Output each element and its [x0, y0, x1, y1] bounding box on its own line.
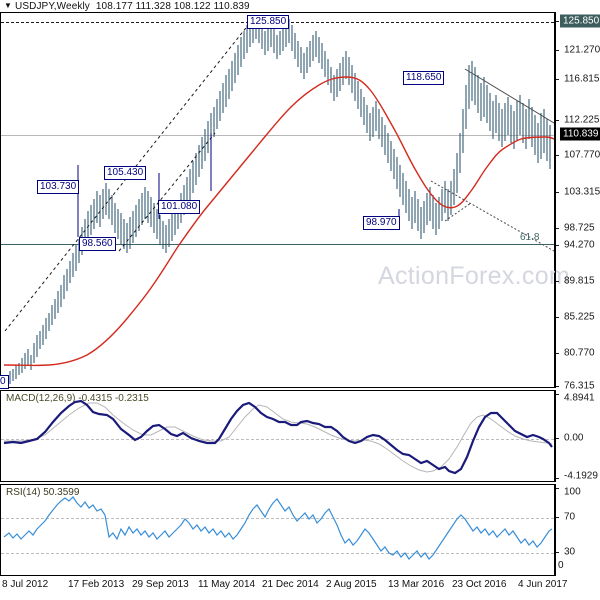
date-label-0: 8 Jul 2012	[2, 579, 49, 590]
price-axis-label-2: 116.815	[564, 73, 600, 85]
price-tag-105430[interactable]: 105.430	[104, 166, 147, 180]
price-tag-edge[interactable]: 0	[0, 375, 9, 389]
macd-panel[interactable]: MACD(12,26,9) -0.4315 -0.2315	[0, 390, 555, 482]
macd-signal-line	[4, 402, 553, 473]
price-axis-label-9: 89.815	[564, 275, 595, 287]
gridline-current-price	[1, 135, 554, 136]
rsi-band-70	[1, 518, 554, 519]
price-axis-label-1: 121.270	[564, 44, 600, 56]
price-series-layer	[3, 15, 555, 385]
rsi-axis-label-1: 70	[564, 511, 576, 523]
price-axis-label-11: 80.770	[564, 347, 595, 359]
macd-axis-label-0: 4.8941	[564, 392, 595, 404]
date-label-1: 17 Feb 2013	[68, 579, 125, 590]
price-tag-103730[interactable]: 103.730	[37, 180, 80, 194]
price-axis-label-8: 94.270	[564, 239, 595, 251]
price-chart-panel[interactable]: 125.850 118.650 105.430 103.730 101.080 …	[0, 12, 555, 389]
macd-axis-label-1: 0.00	[564, 432, 584, 444]
rsi-axis-label-0: 100	[564, 486, 581, 498]
symbol-timeframe-label: USDJPY,Weekly	[15, 1, 90, 12]
rsi-line	[3, 496, 553, 560]
rsi-band-30	[1, 553, 554, 554]
price-axis-label-3: 112.225	[564, 114, 600, 126]
macd-main-line	[3, 399, 553, 475]
date-label-8: 4 Jun 2017	[518, 579, 568, 590]
ohlc-values-label: 108.177 111.328 108.122 110.839	[95, 1, 250, 12]
price-axis-label-10: 85.225	[564, 311, 595, 323]
date-label-6: 13 Mar 2016	[388, 579, 445, 590]
price-tag-98970[interactable]: 98.970	[363, 216, 400, 230]
price-tag-118650[interactable]: 118.650	[403, 71, 445, 85]
price-axis-label-0: 125.850	[560, 14, 600, 28]
fib-line-618	[1, 244, 554, 245]
price-axis-label-7: 98.725	[564, 222, 595, 234]
macd-caption: MACD(12,26,9) -0.4315 -0.2315	[6, 393, 149, 404]
price-tag-101080[interactable]: 101.080	[158, 200, 201, 214]
macd-series-layer	[3, 399, 553, 475]
date-label-7: 23 Oct 2016	[452, 579, 507, 590]
descending-channel-upper	[464, 68, 555, 124]
rsi-caption: RSI(14) 50.3599	[6, 487, 80, 498]
price-axis-label-12: 76.315	[564, 380, 595, 392]
rsi-panel[interactable]: RSI(14) 50.3599	[0, 484, 555, 576]
date-axis[interactable]: 8 Jul 2012 17 Feb 2013 29 Sep 2013 11 Ma…	[0, 577, 600, 600]
rsi-axis-zero-label: 0	[558, 560, 564, 571]
moving-average-line	[3, 76, 555, 367]
rsi-axis: 100 70 30	[555, 484, 600, 576]
date-label-5: 2 Aug 2015	[326, 579, 377, 590]
triangle-down-icon[interactable]: ▼	[4, 1, 13, 10]
rsi-series-layer	[3, 496, 553, 560]
ohlc-bars	[6, 15, 551, 385]
macd-zero-line	[1, 439, 554, 440]
price-axis-label-5: 107.770	[564, 149, 600, 161]
price-axis-label-6: 103.315	[564, 186, 600, 198]
price-tag-98560[interactable]: 98.560	[79, 237, 116, 251]
descending-channel-lower	[430, 180, 555, 252]
date-label-4: 21 Dec 2014	[262, 579, 319, 590]
date-label-3: 11 May 2014	[198, 579, 256, 590]
support-line-2016	[444, 202, 472, 222]
fib-618-label: 61.8	[520, 232, 540, 243]
current-price-label: 110.839	[560, 127, 600, 141]
price-axis[interactable]: 125.850 121.270 116.815 112.225 110.839 …	[555, 12, 600, 392]
chart-header: ▼ USDJPY,Weekly 108.177 111.328 108.122 11…	[4, 1, 250, 12]
ascending-trendline-lower	[118, 132, 216, 252]
price-tag-125850[interactable]: 125.850	[247, 15, 290, 29]
macd-axis-label-2: -4.1929	[564, 470, 598, 482]
date-label-2: 29 Sep 2013	[132, 579, 189, 590]
rsi-axis-label-2: 30	[564, 546, 576, 558]
macd-axis: 4.8941 0.00 -4.1929	[555, 390, 600, 482]
